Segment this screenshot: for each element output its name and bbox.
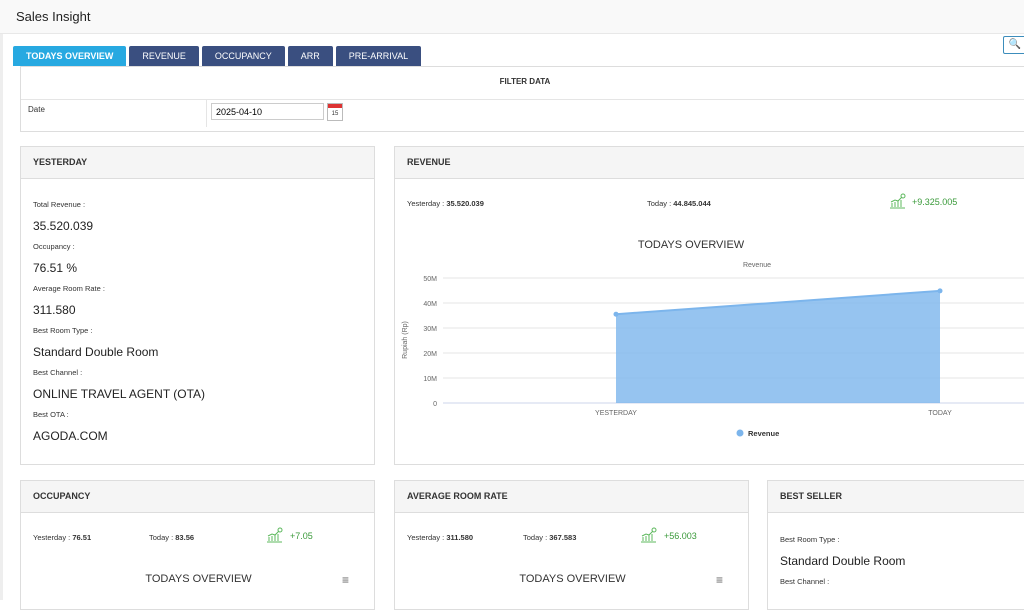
today-stat: Today : 367.583	[523, 533, 576, 542]
room-type-value: Standard Double Room	[780, 554, 905, 568]
x-tick-label: YESTERDAY	[595, 410, 637, 417]
occupancy-delta: +7.05	[290, 531, 313, 541]
y-axis-label: Rupiah (Rp)	[402, 321, 409, 359]
occupancy-panel: OCCUPANCY Yesterday : 76.51 Today : 83.5…	[20, 480, 375, 610]
y-tick-label: 10M	[423, 376, 437, 383]
chart-title: TODAYS OVERVIEW	[395, 573, 750, 585]
page-title: Sales Insight	[16, 9, 90, 24]
channel-label: Best Channel :	[33, 368, 82, 377]
search-icon: 🔍	[1009, 39, 1021, 50]
chart-title: TODAYS OVERVIEW	[638, 239, 745, 251]
search-button[interactable]: 🔍	[1003, 36, 1024, 54]
arr-delta: +56.003	[664, 531, 697, 541]
tab-bar: TODAYS OVERVIEW REVENUE OCCUPANCY ARR PR…	[13, 46, 421, 66]
occupancy-value: 76.51 %	[33, 261, 77, 275]
divider	[206, 100, 207, 127]
arr-panel: AVERAGE ROOM RATE Yesterday : 311.580 To…	[394, 480, 749, 610]
calendar-icon[interactable]: 15	[327, 103, 343, 121]
data-point	[614, 312, 619, 317]
hamburger-menu-icon[interactable]: ≡	[342, 573, 349, 587]
channel-label: Best Channel :	[780, 577, 829, 586]
y-tick-label: 20M	[423, 351, 437, 358]
tab-revenue[interactable]: REVENUE	[129, 46, 199, 66]
filter-title: FILTER DATA	[21, 67, 1024, 100]
yesterday-stat: Yesterday : 311.580	[407, 533, 473, 542]
data-point	[938, 288, 943, 293]
y-tick-label: 50M	[423, 276, 437, 283]
panel-title: BEST SELLER	[768, 481, 1024, 513]
total-revenue-label: Total Revenue :	[33, 200, 85, 209]
y-tick-label: 0	[433, 401, 437, 408]
today-stat: Today : 83.56	[149, 533, 194, 542]
total-revenue-value: 35.520.039	[33, 219, 93, 233]
trend-up-icon	[265, 527, 283, 543]
room-type-label: Best Room Type :	[33, 326, 92, 335]
header: Sales Insight	[0, 0, 1024, 34]
y-tick-label: 40M	[423, 301, 437, 308]
tab-occupancy[interactable]: OCCUPANCY	[202, 46, 285, 66]
revenue-area	[616, 291, 940, 403]
left-border	[0, 0, 3, 600]
trend-up-icon	[639, 527, 657, 543]
y-tick-label: 30M	[423, 326, 437, 333]
channel-value: ONLINE TRAVEL AGENT (OTA)	[33, 387, 205, 401]
yesterday-panel: YESTERDAY Total Revenue : 35.520.039 Occ…	[20, 146, 375, 465]
today-stat: Today : 44.845.044	[647, 199, 711, 208]
yesterday-stat: Yesterday : 76.51	[33, 533, 91, 542]
panel-title: OCCUPANCY	[21, 481, 374, 513]
legend-label: Revenue	[748, 429, 779, 438]
yesterday-stat: Yesterday : 35.520.039	[407, 199, 484, 208]
room-type-label: Best Room Type :	[780, 535, 839, 544]
tab-arr[interactable]: ARR	[288, 46, 333, 66]
panel-title: REVENUE	[395, 147, 1024, 179]
tab-todays-overview[interactable]: TODAYS OVERVIEW	[13, 46, 126, 66]
chart-subtitle: Revenue	[743, 262, 771, 269]
x-tick-label: TODAY	[928, 410, 952, 417]
panel-title: YESTERDAY	[21, 147, 374, 179]
occupancy-label: Occupancy :	[33, 242, 75, 251]
tab-pre-arrival[interactable]: PRE-ARRIVAL	[336, 46, 421, 66]
panel-title: AVERAGE ROOM RATE	[395, 481, 748, 513]
hamburger-menu-icon[interactable]: ≡	[716, 573, 723, 587]
room-type-value: Standard Double Room	[33, 345, 158, 359]
ota-value: AGODA.COM	[33, 429, 108, 443]
trend-up-icon	[888, 193, 906, 209]
date-input[interactable]	[211, 103, 324, 120]
chart-title: TODAYS OVERVIEW	[21, 573, 376, 585]
filter-panel: FILTER DATA Date 15	[20, 66, 1024, 132]
ota-label: Best OTA :	[33, 410, 69, 419]
arr-label: Average Room Rate :	[33, 284, 105, 293]
revenue-delta: +9.325.005	[912, 197, 957, 207]
revenue-chart: TODAYS OVERVIEW Revenue Rupiah (Rp) 0 10M…	[395, 230, 1024, 450]
arr-value: 311.580	[33, 303, 76, 317]
legend-marker	[737, 430, 744, 437]
best-seller-panel: BEST SELLER Best Room Type : Standard Do…	[767, 480, 1024, 610]
date-label: Date	[28, 105, 45, 114]
calendar-day: 15	[332, 111, 339, 117]
